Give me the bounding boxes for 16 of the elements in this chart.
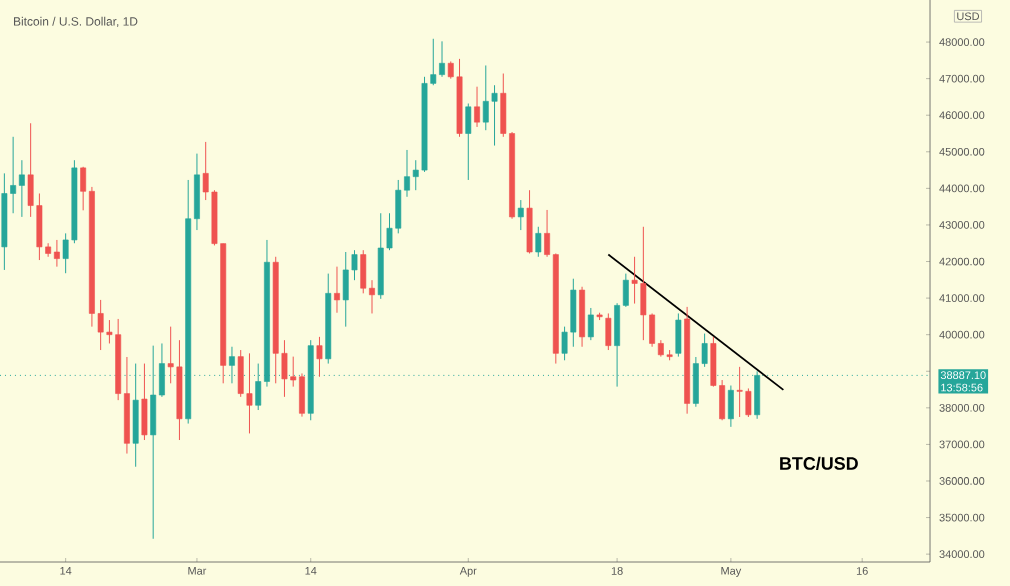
candlestick [465,103,472,181]
candlestick [491,84,498,147]
candlestick [1,172,8,271]
candlestick [535,226,542,258]
candlestick [517,199,524,231]
candlestick [316,336,323,378]
candlestick [141,363,148,441]
candlestick [675,312,682,358]
candlestick [596,312,603,321]
candlestick [325,273,332,365]
candlestick [666,349,673,361]
candlestick [360,249,367,294]
annotation: BTC/USD [780,456,858,470]
candlestick [587,307,594,341]
candlestick [526,189,533,254]
candlestick [605,312,612,351]
